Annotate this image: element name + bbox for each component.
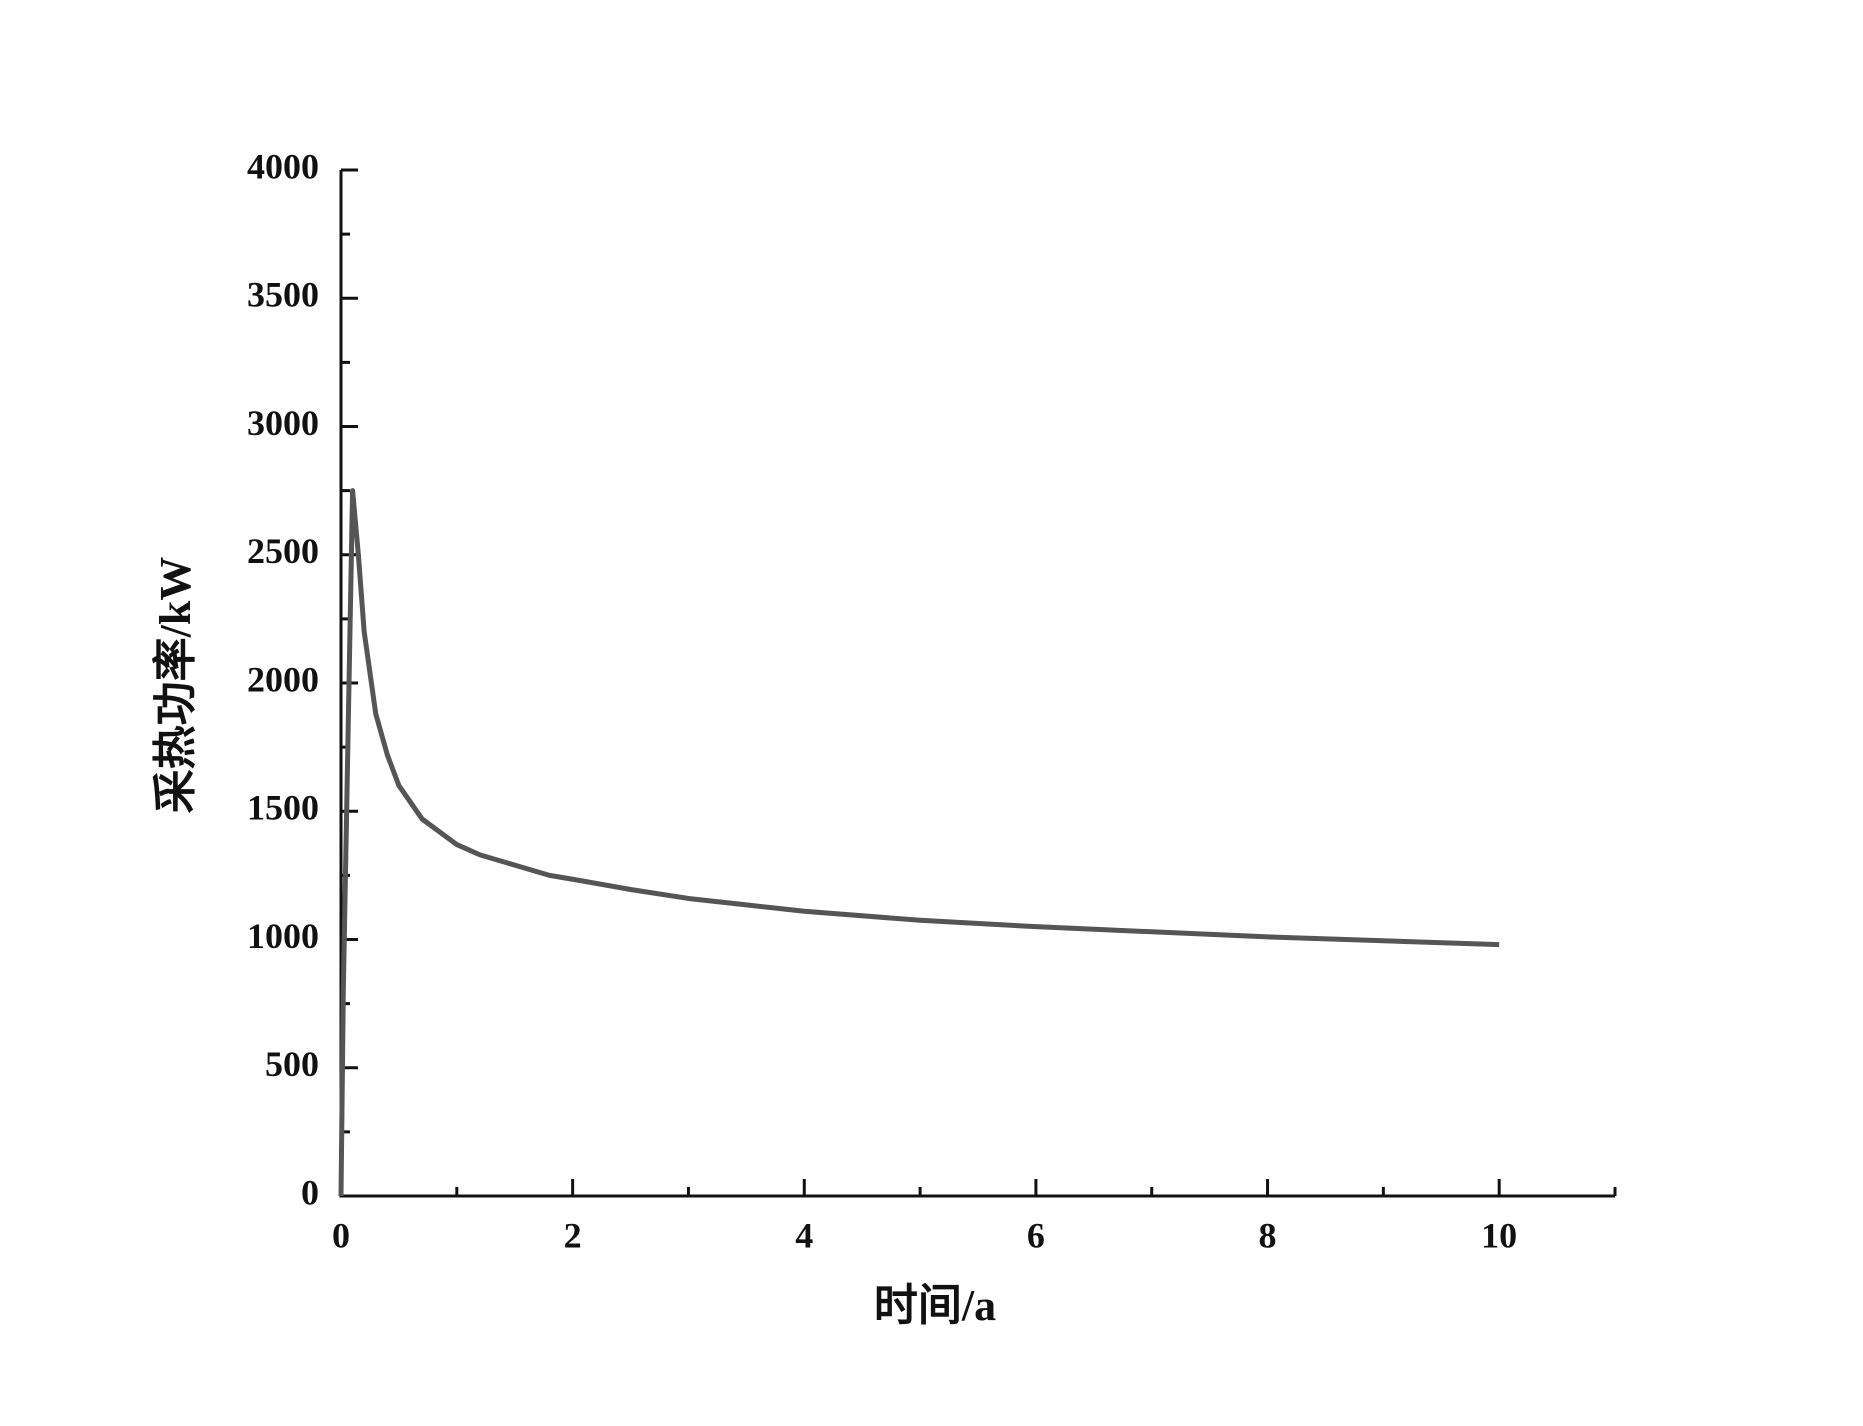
- x-tick-label: 0: [332, 1215, 350, 1255]
- x-tick-label: 6: [1027, 1215, 1045, 1255]
- y-tick-label: 0: [301, 1172, 319, 1212]
- line: [338, 488, 1500, 1197]
- y-tick-label: 2000: [247, 659, 319, 699]
- x-tick-label: 4: [795, 1215, 813, 1255]
- y-tick-label: 1000: [247, 916, 319, 956]
- y-axis-title: 采热功率/kW: [151, 557, 200, 814]
- y-tick-label: 500: [265, 1044, 319, 1084]
- y-tick-label: 2500: [247, 531, 319, 571]
- x-axis-title: 时间/a: [874, 1281, 996, 1330]
- x-tick-label: 8: [1259, 1215, 1277, 1255]
- y-tick-label: 3500: [247, 275, 319, 315]
- y-tick-label: 3000: [247, 403, 319, 443]
- y-tick-label: 1500: [247, 788, 319, 828]
- x-tick-label: 10: [1481, 1215, 1517, 1255]
- x-tick-label: 2: [564, 1215, 582, 1255]
- y-tick-label: 4000: [247, 146, 319, 186]
